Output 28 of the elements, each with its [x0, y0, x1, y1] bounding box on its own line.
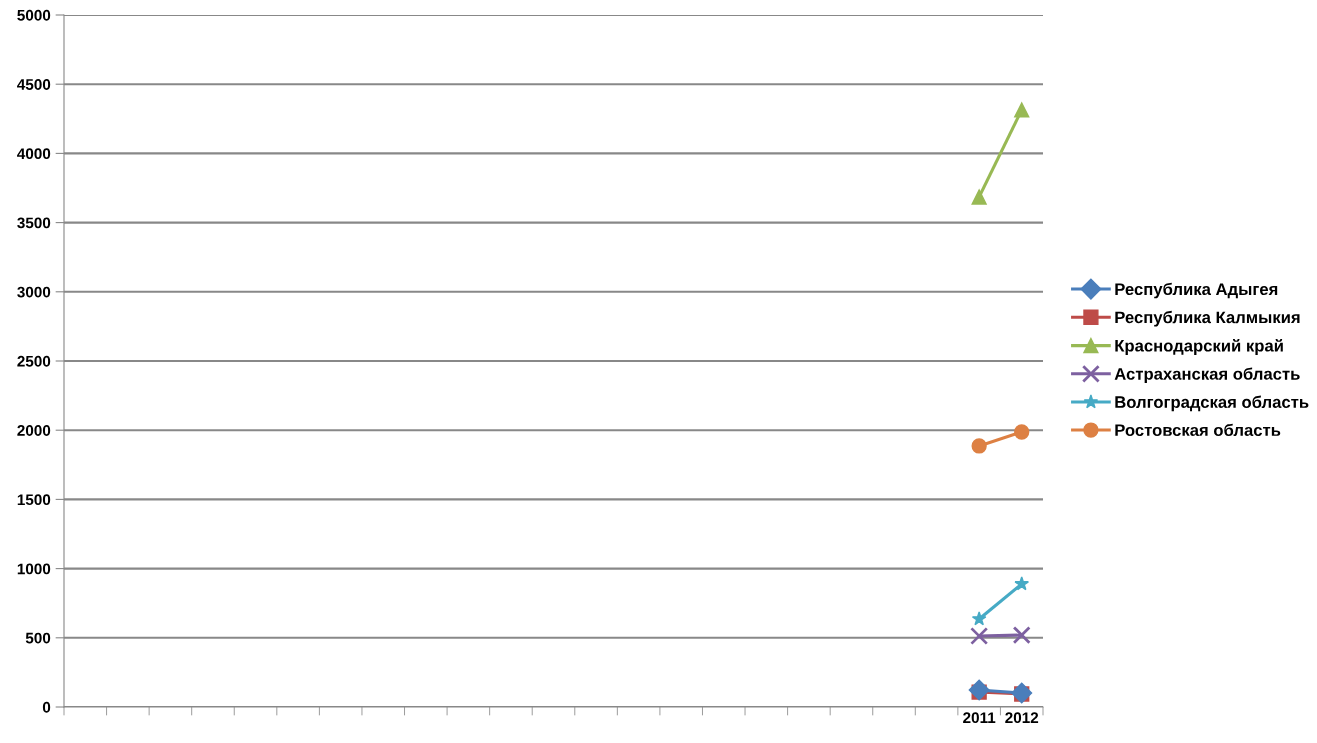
point [970, 626, 989, 646]
point [971, 189, 987, 205]
point [1014, 576, 1030, 591]
y-tick-label: 5000 [17, 9, 51, 21]
legend-label: Республика Адыгея [1115, 282, 1278, 299]
point [1014, 102, 1030, 118]
y-tick-label: 2000 [17, 425, 51, 436]
y-tick-label: 1000 [17, 563, 51, 575]
y-tick-label: 4000 [17, 148, 51, 160]
y-tick-label: 500 [25, 632, 51, 644]
legend-label: Астраханская область [1114, 367, 1300, 384]
y-tick-label: 1500 [17, 494, 51, 506]
y-tick-label: 3500 [17, 217, 51, 229]
x-tick-label: 2011 [963, 712, 996, 724]
point [971, 611, 987, 626]
point [1012, 626, 1031, 645]
legend-label: Краснодарский край [1115, 339, 1283, 355]
legend-label: Волгоградская область [1115, 395, 1309, 412]
y-tick-label: 4500 [17, 79, 51, 90]
y-tick-label: 0 [42, 701, 51, 713]
x-tick-label: 2012 [1005, 712, 1039, 724]
point [1014, 424, 1030, 440]
point [968, 679, 990, 701]
legend-label: Ростовская область [1115, 423, 1281, 437]
legend-label: Республика Калмыкия [1115, 310, 1300, 327]
y-tick-label: 3000 [17, 286, 51, 298]
y-tick-label: 2500 [17, 355, 51, 367]
point [971, 438, 987, 454]
